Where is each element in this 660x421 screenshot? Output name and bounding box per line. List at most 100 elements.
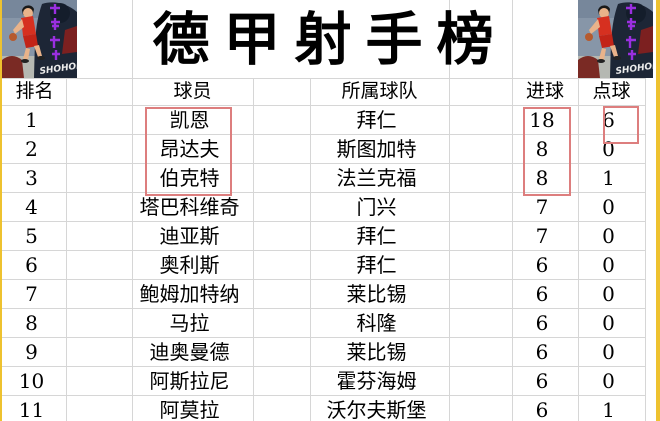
- player-cell: 鲍姆加特纳: [139, 281, 240, 306]
- gridline-vertical: [310, 78, 311, 421]
- table-row: 5 迪亚斯 拜仁 7 0: [0, 221, 642, 250]
- team-cell: 霍芬海姆: [336, 368, 417, 393]
- player-cell: 昂达夫: [159, 136, 220, 161]
- rank-cell: 7: [25, 281, 38, 306]
- gridline-horizontal: [2, 366, 645, 367]
- team-cell: 拜仁: [356, 252, 397, 277]
- gridline-vertical: [66, 78, 67, 421]
- goals-cell: 18: [529, 107, 555, 132]
- player-cell: 伯克特: [159, 165, 220, 190]
- penalties-cell: 0: [602, 194, 615, 219]
- gridline-horizontal: [2, 163, 645, 164]
- rank-cell: 10: [18, 368, 45, 393]
- header-team: 所属球队: [341, 80, 418, 102]
- player-cell: 阿莫拉: [159, 397, 220, 421]
- gridline-vertical: [253, 78, 254, 421]
- penalties-cell: 0: [602, 368, 615, 393]
- goals-cell: 6: [535, 310, 549, 335]
- rank-cell: 11: [18, 397, 45, 421]
- gridline-horizontal: [2, 250, 645, 251]
- goals-cell: 7: [535, 194, 549, 219]
- rank-cell: 2: [25, 136, 38, 161]
- penalties-cell: 0: [602, 223, 615, 248]
- gridline-vertical: [512, 0, 513, 78]
- table-row: 7 鲍姆加特纳 莱比锡 6 0: [0, 279, 642, 308]
- table-row: 10 阿斯拉尼 霍芬海姆 6 0: [0, 366, 642, 395]
- gridline-vertical: [132, 78, 133, 421]
- penalties-cell: 1: [602, 165, 615, 190]
- rank-cell: 8: [25, 310, 38, 335]
- page-title: 德甲射手榜: [152, 6, 508, 73]
- gridline-vertical: [449, 0, 450, 78]
- penalties-cell: 0: [602, 339, 615, 364]
- goals-cell: 8: [535, 165, 549, 190]
- gridline-horizontal: [2, 192, 645, 193]
- rank-cell: 4: [25, 194, 38, 219]
- gridline-horizontal: [2, 105, 645, 106]
- gridline-vertical: [512, 78, 513, 421]
- team-cell: 莱比锡: [346, 281, 407, 306]
- goals-cell: 6: [535, 281, 549, 306]
- gridline-horizontal: [2, 78, 645, 79]
- table-row: 11 阿莫拉 沃尔夫斯堡 6 1: [0, 395, 642, 421]
- right-yellow-border: [656, 0, 660, 421]
- table-header-row: 排名 球员 所属球队 进球 点球: [3, 78, 645, 105]
- team-cell: 门兴: [356, 194, 397, 219]
- slam-dunk-illustration-icon: SHOHOKU: [2, 0, 91, 79]
- table-row: 3 伯克特 法兰克福 8 1: [0, 163, 642, 192]
- corner-artwork-right: SHOHOKU: [578, 0, 660, 79]
- gridline-vertical: [578, 78, 579, 421]
- rank-cell: 6: [25, 252, 38, 277]
- team-cell: 法兰克福: [336, 165, 417, 190]
- gridline-horizontal: [2, 134, 645, 135]
- player-cell: 迪奥曼德: [149, 339, 230, 364]
- goals-cell: 7: [535, 223, 549, 248]
- annotation-box-rank1-penalty: [603, 106, 639, 144]
- goals-cell: 6: [535, 339, 549, 364]
- table-row: 4 塔巴科维奇 门兴 7 0: [0, 192, 642, 221]
- player-cell: 凯恩: [169, 107, 210, 132]
- penalties-cell: 6: [602, 107, 615, 132]
- table-row: 1 凯恩 拜仁 18 6: [0, 105, 642, 134]
- rank-cell: 1: [25, 107, 38, 132]
- rank-cell: 9: [25, 339, 38, 364]
- table-row: 6 奥利斯 拜仁 6 0: [0, 250, 642, 279]
- left-yellow-border: [0, 0, 2, 421]
- goals-cell: 6: [535, 368, 549, 393]
- header-rank: 排名: [15, 80, 54, 102]
- player-cell: 塔巴科维奇: [139, 194, 240, 219]
- player-cell: 阿斯拉尼: [149, 368, 230, 393]
- goals-cell: 6: [535, 397, 549, 421]
- header-penalties: 点球: [592, 80, 631, 102]
- player-cell: 奥利斯: [159, 252, 220, 277]
- penalties-cell: 0: [602, 252, 615, 277]
- team-cell: 莱比锡: [346, 339, 407, 364]
- table-body: 1 凯恩 拜仁 18 6 2 昂达夫 斯图加特 8 0: [0, 105, 660, 421]
- player-cell: 迪亚斯: [159, 223, 220, 248]
- table-row: 9 迪奥曼德 莱比锡 6 0: [0, 337, 642, 366]
- header-player: 球员: [173, 80, 212, 102]
- header-goals: 进球: [525, 80, 564, 102]
- gridline-horizontal: [2, 221, 645, 222]
- team-cell: 科隆: [356, 310, 397, 335]
- annotation-box-top3-goals: [523, 107, 571, 196]
- slam-dunk-illustration-icon: SHOHOKU: [578, 0, 660, 79]
- table-row: 2 昂达夫 斯图加特 8 0: [0, 134, 642, 163]
- penalties-cell: 1: [602, 397, 615, 421]
- penalties-cell: 0: [602, 310, 615, 335]
- goals-cell: 6: [535, 252, 549, 277]
- team-cell: 斯图加特: [336, 136, 417, 161]
- goals-cell: 8: [535, 136, 549, 161]
- gridline-vertical: [449, 78, 450, 421]
- table-row: 8 马拉 科隆 6 0: [0, 308, 642, 337]
- team-cell: 沃尔夫斯堡: [326, 397, 427, 421]
- gridline-horizontal: [2, 308, 645, 309]
- gridline-horizontal: [2, 337, 645, 338]
- gridline-vertical: [132, 0, 133, 78]
- rank-cell: 3: [25, 165, 38, 190]
- corner-artwork-left: SHOHOKU: [2, 0, 91, 79]
- team-cell: 拜仁: [356, 107, 397, 132]
- gridline-vertical: [645, 78, 646, 421]
- rank-cell: 5: [25, 223, 38, 248]
